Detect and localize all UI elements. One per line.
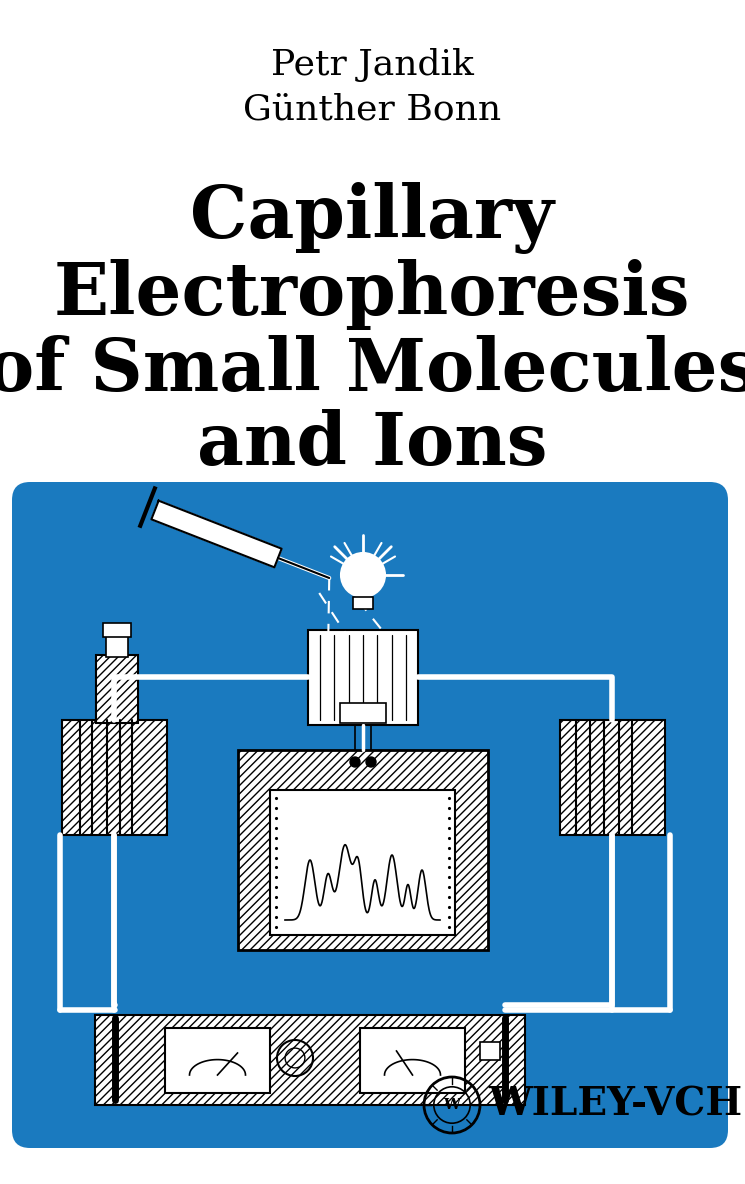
Text: and Ions: and Ions [197,410,548,481]
Bar [103,623,131,637]
Text: Capillary: Capillary [190,182,554,255]
Bar [165,1028,270,1093]
Text: of Small Molecules: of Small Molecules [0,335,745,405]
Bar [353,597,373,609]
Polygon shape [151,501,282,567]
Text: Petr Jandik: Petr Jandik [270,49,473,82]
Bar [340,703,386,723]
Bar [480,1042,500,1060]
Text: W: W [443,1098,460,1112]
Text: Günther Bonn: Günther Bonn [243,94,501,127]
Text: WILEY-VCH: WILEY-VCH [488,1086,742,1124]
Circle shape [366,757,376,767]
Bar [308,630,418,725]
Bar [62,720,167,835]
Bar [560,720,665,835]
Bar [238,749,488,950]
Text: Electrophoresis: Electrophoresis [54,259,691,330]
Bar [360,1028,465,1093]
Bar [95,1015,525,1105]
Circle shape [350,757,360,767]
Bar [96,655,138,723]
Bar [106,635,128,657]
FancyBboxPatch shape [12,482,728,1148]
Circle shape [341,553,385,597]
Bar [270,790,455,935]
